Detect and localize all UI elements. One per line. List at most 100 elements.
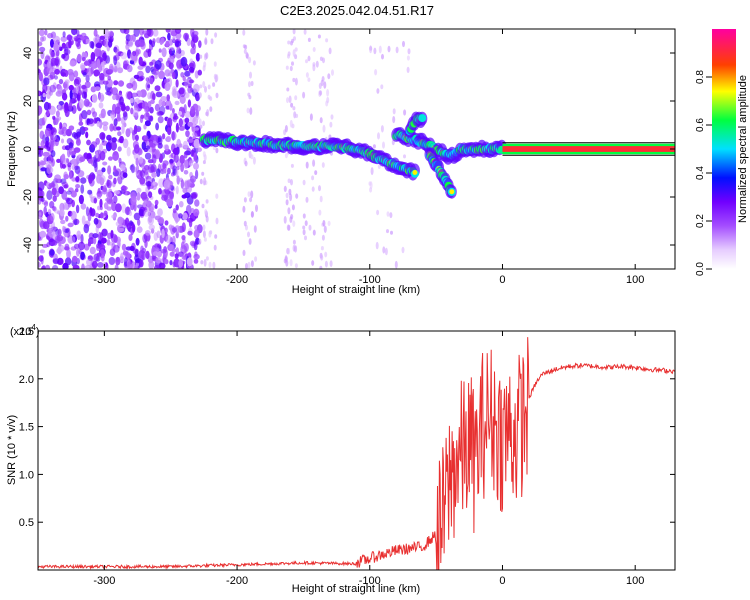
noise-cell bbox=[43, 101, 50, 111]
faint-cell bbox=[205, 29, 209, 36]
noise-cell bbox=[158, 178, 165, 188]
noise-cell bbox=[68, 101, 73, 111]
noise-cell bbox=[192, 30, 199, 37]
faint-cell bbox=[215, 147, 219, 154]
noise-cell bbox=[40, 196, 45, 202]
figure-title: C2E3.2025.042.04.51.R17 bbox=[280, 3, 434, 18]
noise-cell bbox=[164, 227, 168, 234]
noise-cell bbox=[133, 74, 140, 79]
noise-cell bbox=[89, 41, 94, 49]
faint-cell bbox=[294, 263, 298, 269]
noise-cell bbox=[175, 167, 179, 178]
faint-cell bbox=[311, 186, 315, 192]
noise-cell bbox=[93, 197, 98, 204]
noise-cell bbox=[174, 100, 180, 106]
noise-cell bbox=[113, 118, 118, 127]
noise-cell bbox=[155, 91, 163, 98]
noise-cell bbox=[39, 230, 47, 238]
noise-cell bbox=[91, 60, 95, 71]
noise-cell bbox=[165, 29, 171, 33]
noise-cell bbox=[57, 103, 61, 110]
snr-multiplier-base: (x10 bbox=[10, 326, 31, 338]
faint-cell bbox=[401, 246, 405, 254]
noise-cell bbox=[168, 38, 173, 46]
noise-cell bbox=[154, 60, 162, 70]
faint-cell bbox=[311, 175, 315, 181]
faint-cell bbox=[319, 195, 323, 203]
x-tick-label: 100 bbox=[626, 575, 644, 587]
faint-cell bbox=[201, 171, 205, 176]
faint-cell bbox=[205, 215, 209, 223]
faint-cell bbox=[213, 61, 217, 67]
faint-cell bbox=[305, 196, 309, 203]
noise-cell bbox=[43, 201, 49, 207]
noise-cell bbox=[154, 103, 160, 112]
faint-cell bbox=[287, 53, 290, 59]
noise-cell bbox=[178, 259, 184, 268]
noise-cell bbox=[61, 42, 66, 49]
faint-cell bbox=[206, 109, 210, 117]
noise-cell bbox=[71, 158, 77, 165]
noise-cell bbox=[75, 138, 81, 146]
spectrogram-y-axis-label: Frequency (Hz) bbox=[6, 111, 18, 187]
faint-cell bbox=[201, 203, 205, 209]
noise-cell bbox=[60, 154, 66, 165]
colorbar-gradient bbox=[712, 29, 736, 269]
noise-cell bbox=[189, 79, 194, 84]
noise-cell bbox=[183, 151, 188, 159]
noise-cell bbox=[99, 150, 106, 161]
noise-cell bbox=[110, 229, 114, 239]
y-tick-label: 20 bbox=[22, 95, 34, 107]
noise-cell bbox=[140, 114, 145, 120]
faint-cell bbox=[290, 163, 294, 168]
faint-cell bbox=[318, 185, 321, 192]
noise-cell bbox=[135, 237, 140, 246]
noise-cell bbox=[115, 203, 122, 213]
noise-cell bbox=[42, 83, 48, 93]
noise-cell bbox=[132, 131, 136, 141]
noise-cell bbox=[39, 218, 44, 228]
noise-cell bbox=[75, 184, 81, 189]
faint-cell bbox=[292, 220, 296, 227]
noise-cell bbox=[128, 234, 133, 241]
noise-cell bbox=[178, 125, 185, 131]
noise-cell bbox=[81, 110, 88, 120]
noise-cell bbox=[83, 152, 89, 159]
noise-cell bbox=[193, 127, 200, 132]
noise-cell bbox=[193, 138, 201, 149]
noise-cell bbox=[82, 71, 87, 77]
faint-cell bbox=[289, 193, 293, 202]
noise-cell bbox=[151, 144, 156, 153]
noise-cell bbox=[178, 213, 183, 219]
noise-cell bbox=[38, 145, 42, 155]
noise-cell bbox=[175, 185, 179, 195]
noise-cell bbox=[179, 154, 185, 164]
faint-cell bbox=[250, 190, 254, 199]
faint-cell bbox=[248, 56, 252, 64]
noise-cell bbox=[171, 108, 175, 114]
noise-cell bbox=[145, 250, 150, 260]
noise-cell bbox=[96, 193, 102, 199]
noise-cell bbox=[112, 244, 120, 253]
noise-cell bbox=[87, 118, 94, 125]
noise-cell bbox=[194, 251, 198, 257]
noise-cell bbox=[96, 120, 101, 127]
noise-cell bbox=[180, 72, 185, 78]
noise-cell bbox=[68, 39, 72, 49]
noise-cell bbox=[60, 36, 68, 42]
faint-cell bbox=[329, 121, 333, 128]
noise-cell bbox=[154, 264, 160, 269]
snr-multiplier-close: ) bbox=[36, 326, 40, 338]
noise-cell bbox=[106, 191, 113, 199]
noise-cell bbox=[151, 154, 157, 164]
faint-cell bbox=[202, 120, 205, 127]
noise-cell bbox=[46, 109, 50, 116]
faint-cell bbox=[204, 209, 208, 215]
faint-cell bbox=[302, 179, 306, 186]
noise-cell bbox=[145, 145, 151, 150]
noise-cell bbox=[84, 265, 92, 269]
noise-cell bbox=[94, 86, 101, 92]
noise-cell bbox=[62, 225, 66, 233]
noise-cell bbox=[122, 138, 129, 149]
noise-cell bbox=[121, 185, 127, 195]
